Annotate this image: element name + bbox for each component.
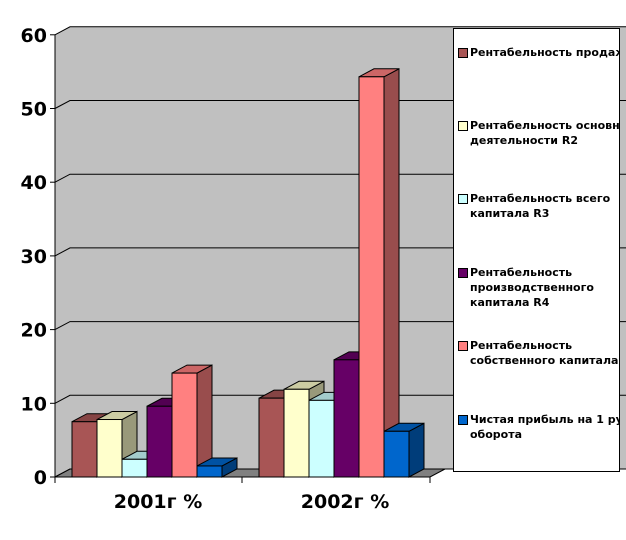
- y-tick-label: 40: [21, 172, 47, 194]
- bar-side: [408, 422, 425, 478]
- bar: [358, 76, 385, 478]
- bar: [171, 372, 198, 478]
- legend-swatch: [458, 415, 468, 425]
- legend-swatch: [458, 268, 468, 278]
- bar: [196, 465, 223, 478]
- bar: [383, 430, 410, 478]
- legend-label: Рентабельность основной деятельности R2: [470, 119, 620, 147]
- bar: [121, 458, 148, 478]
- legend-label: Чистая прибыль на 1 руб оборота: [470, 413, 620, 441]
- legend-label: Рентабельность всего капитала R3: [470, 192, 611, 220]
- bar: [146, 405, 173, 478]
- y-tick-label: 60: [21, 25, 47, 47]
- bar: [71, 421, 98, 478]
- legend: Рентабельность продаж R1 Рентабельность о…: [453, 28, 620, 472]
- gridline: [54, 26, 626, 36]
- bar: [333, 359, 360, 478]
- legend-label: Рентабельность продаж R1: [470, 46, 619, 59]
- x-category-label: 2002г %: [301, 491, 389, 513]
- y-tick-label: 20: [21, 320, 47, 342]
- y-tick-label: 0: [34, 467, 47, 489]
- y-tick-label: 30: [21, 246, 47, 268]
- bar-side: [383, 67, 400, 478]
- legend-swatch: [458, 194, 468, 204]
- x-category-label: 2001г %: [114, 491, 202, 513]
- bar: [258, 397, 285, 478]
- legend-swatch: [458, 121, 468, 131]
- bar: [96, 419, 123, 478]
- bar: [308, 399, 335, 478]
- legend-label: Рентабельность производственного капитал…: [470, 266, 594, 309]
- y-tick-label: 10: [21, 393, 47, 415]
- bar: [283, 388, 310, 478]
- legend-swatch: [458, 341, 468, 351]
- legend-label: Рентабельность собственного капитала R5: [470, 339, 619, 367]
- legend-swatch: [458, 48, 468, 58]
- y-tick-label: 50: [21, 99, 47, 121]
